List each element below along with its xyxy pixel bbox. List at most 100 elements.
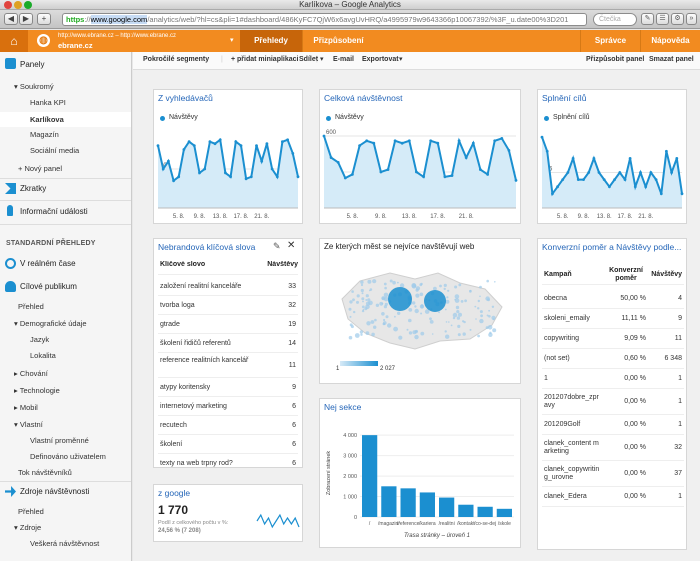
widget-search[interactable]: Z vyhledávačů Návštěvy 100 5. 8. 9. 8. 13. … xyxy=(153,89,303,224)
city-bubble[interactable] xyxy=(443,283,447,287)
export-chevron-down-icon[interactable]: ▾ xyxy=(399,56,403,63)
data-point[interactable] xyxy=(665,149,668,153)
nav-help[interactable]: Nápověda xyxy=(640,30,700,52)
sidebar-audience[interactable]: Cílové publikum xyxy=(20,282,77,291)
data-point[interactable] xyxy=(571,157,575,160)
data-point[interactable] xyxy=(386,168,390,171)
city-bubble[interactable] xyxy=(365,299,368,301)
table-row[interactable]: atypy koritensky 9 xyxy=(158,378,298,397)
table-row[interactable]: (not set) 0,60 % 6 348 xyxy=(542,349,684,369)
city-bubble[interactable] xyxy=(469,289,472,293)
data-point[interactable] xyxy=(514,179,518,182)
data-point[interactable] xyxy=(561,178,565,181)
zoom-window-icon[interactable] xyxy=(24,1,32,9)
city-bubble[interactable] xyxy=(381,297,385,300)
data-point[interactable] xyxy=(187,140,191,144)
account-name[interactable]: ebrane.cz xyxy=(58,41,93,50)
city-bubble[interactable] xyxy=(455,305,460,310)
table-row[interactable]: 1 0,00 % 1 xyxy=(542,369,684,389)
data-point[interactable] xyxy=(608,185,611,189)
sidebar-audience-overview[interactable]: Přehled xyxy=(18,302,44,311)
bar[interactable] xyxy=(477,506,493,517)
table-row[interactable]: gtrade 19 xyxy=(158,315,298,334)
data-point[interactable] xyxy=(613,178,616,181)
city-bubble[interactable] xyxy=(385,315,389,319)
sidebar-item-hanka[interactable]: Hanka KPI xyxy=(30,98,66,107)
city-bubble[interactable] xyxy=(454,298,456,301)
data-point[interactable] xyxy=(566,171,570,174)
city-bubble[interactable] xyxy=(486,314,489,317)
table-row[interactable]: založení realitní kanceláře 33 xyxy=(158,277,298,296)
city-bubble[interactable] xyxy=(448,321,450,323)
city-bubble[interactable] xyxy=(361,309,365,313)
city-bubble[interactable] xyxy=(414,308,419,314)
minimize-window-icon[interactable] xyxy=(14,1,22,9)
city-bubble[interactable] xyxy=(488,332,493,337)
city-bubble[interactable] xyxy=(361,297,365,301)
table-row[interactable]: clanek_content marketing 0,00 % 32 xyxy=(542,435,684,461)
nav-admin[interactable]: Správce xyxy=(580,30,640,52)
data-point[interactable] xyxy=(234,140,238,144)
sidebar-visitors-flow[interactable]: Tok návštěvníků xyxy=(18,468,72,477)
city-bubble[interactable] xyxy=(485,296,490,301)
city-bubble[interactable] xyxy=(464,299,467,303)
city-bubble[interactable] xyxy=(492,318,495,321)
sidebar-item-karlikova[interactable]: Karlíkova xyxy=(0,112,131,127)
city-bubble[interactable] xyxy=(408,331,413,335)
city-bubble[interactable] xyxy=(488,309,490,312)
city-bubble[interactable] xyxy=(420,331,425,336)
home-icon[interactable]: ⌂ xyxy=(0,30,28,52)
export-button[interactable]: Exportovat xyxy=(362,56,399,63)
city-bubble[interactable] xyxy=(362,300,364,303)
city-bubble[interactable] xyxy=(469,328,472,331)
email-button[interactable]: E-mail xyxy=(333,56,355,63)
city-bubble[interactable] xyxy=(367,279,372,284)
city-bubble[interactable] xyxy=(491,315,496,320)
city-bubble[interactable] xyxy=(474,305,477,308)
table-row[interactable]: skoleni_emaily 11,11 % 9 xyxy=(542,309,684,329)
data-point[interactable] xyxy=(400,141,404,145)
city-bubble[interactable] xyxy=(445,334,450,339)
data-point[interactable] xyxy=(457,139,461,143)
data-point[interactable] xyxy=(592,157,596,160)
widget-google[interactable]: z google 1 770 Podíl z celkového počtu v… xyxy=(153,484,303,542)
data-point[interactable] xyxy=(582,178,585,181)
table-row[interactable]: texty na web trpny rod? 6 xyxy=(158,454,298,467)
city-bubble[interactable] xyxy=(389,279,393,283)
city-bubble[interactable] xyxy=(360,288,364,293)
table-row[interactable]: školení řidičů referentů 14 xyxy=(158,334,298,353)
city-bubble[interactable] xyxy=(456,316,461,320)
city-bubble[interactable] xyxy=(462,320,465,323)
data-point[interactable] xyxy=(623,178,627,181)
sidebar-traffic-sources[interactable]: Zdroje návštěvnosti xyxy=(20,487,90,496)
close-window-icon[interactable] xyxy=(4,1,12,9)
city-bubble[interactable] xyxy=(374,318,377,322)
sidebar-realtime[interactable]: V reálném čase xyxy=(20,259,76,268)
city-bubble[interactable] xyxy=(383,321,387,325)
city-bubble[interactable] xyxy=(438,311,440,314)
city-bubble[interactable] xyxy=(479,295,481,298)
city-bubble[interactable] xyxy=(381,312,385,316)
city-bubble[interactable] xyxy=(452,312,458,318)
data-point[interactable] xyxy=(239,144,243,147)
bar[interactable] xyxy=(496,508,512,517)
data-point[interactable] xyxy=(670,171,673,174)
data-point[interactable] xyxy=(407,139,411,143)
sidebar-demographics[interactable]: ▾ Demografické údaje xyxy=(14,319,124,328)
city-bubble[interactable] xyxy=(477,334,480,338)
bar[interactable] xyxy=(439,497,455,517)
city-bubble[interactable] xyxy=(414,305,417,308)
city-bubble[interactable] xyxy=(361,305,365,309)
city-bubble[interactable] xyxy=(408,308,413,312)
city-bubble[interactable] xyxy=(445,321,448,323)
data-point[interactable] xyxy=(545,149,549,153)
city-bubble[interactable] xyxy=(415,288,419,292)
city-bubble[interactable] xyxy=(384,302,388,306)
widget-goal-completions[interactable]: Splnění cílů Splnění cílů 2,55. 8.9. 8.1… xyxy=(537,89,687,224)
sidebar-traffic-overview[interactable]: Přehled xyxy=(18,507,44,516)
city-bubble[interactable] xyxy=(349,300,353,304)
table-row[interactable]: reference realitních kancelář 11 xyxy=(158,353,298,378)
bar[interactable] xyxy=(419,492,435,517)
data-point[interactable] xyxy=(644,185,648,189)
city-bubble[interactable] xyxy=(356,294,360,298)
